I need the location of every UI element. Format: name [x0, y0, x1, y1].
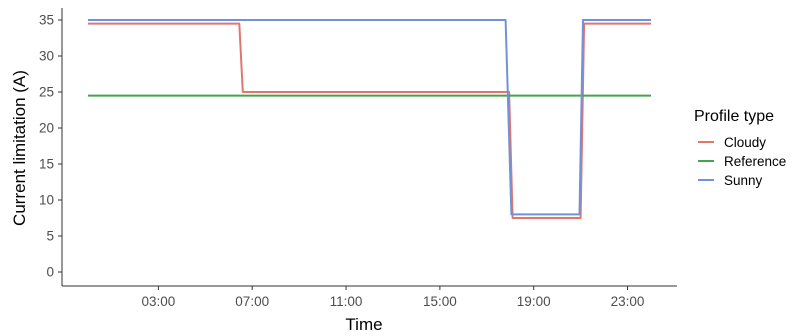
- legend-items: Cloudy Reference Sunny: [698, 135, 786, 188]
- x-tick-label: 03:00: [141, 294, 175, 309]
- plot-area: 0 5 10 15 20 25 30 35 03:00 07:00 11:00 15:00 19:00…: [39, 8, 677, 309]
- legend-label-sunny: Sunny: [724, 173, 763, 188]
- legend-label-cloudy: Cloudy: [724, 135, 766, 150]
- x-tick-label: 23:00: [611, 294, 645, 309]
- legend-title: Profile type: [694, 108, 774, 125]
- series-line-sunny: [88, 19, 651, 216]
- y-tick-label: 5: [46, 229, 54, 244]
- x-tick-label: 15:00: [423, 294, 457, 309]
- y-tick-label: 25: [39, 85, 54, 100]
- series-line-cloudy: [88, 22, 651, 219]
- x-axis-title: Time: [345, 315, 382, 334]
- x-tick-label: 11:00: [330, 294, 363, 309]
- y-axis-title: Current limitation (A): [10, 70, 29, 226]
- y-tick-label: 15: [39, 157, 54, 172]
- legend-label-reference: Reference: [724, 154, 786, 169]
- x-tick-label: 19:00: [517, 294, 551, 309]
- legend: Profile type Cloudy Reference Sunny: [694, 108, 786, 188]
- y-tick-label: 20: [39, 121, 54, 136]
- y-ticks: 0 5 10 15 20 25 30 35: [39, 13, 62, 280]
- y-tick-label: 10: [39, 193, 54, 208]
- series-lines: [88, 19, 651, 219]
- x-tick-label: 07:00: [235, 294, 269, 309]
- y-tick-label: 35: [39, 13, 54, 28]
- x-ticks: 03:00 07:00 11:00 15:00 19:00 23:00: [141, 286, 644, 309]
- y-tick-label: 30: [39, 49, 54, 64]
- y-tick-label: 0: [46, 265, 54, 280]
